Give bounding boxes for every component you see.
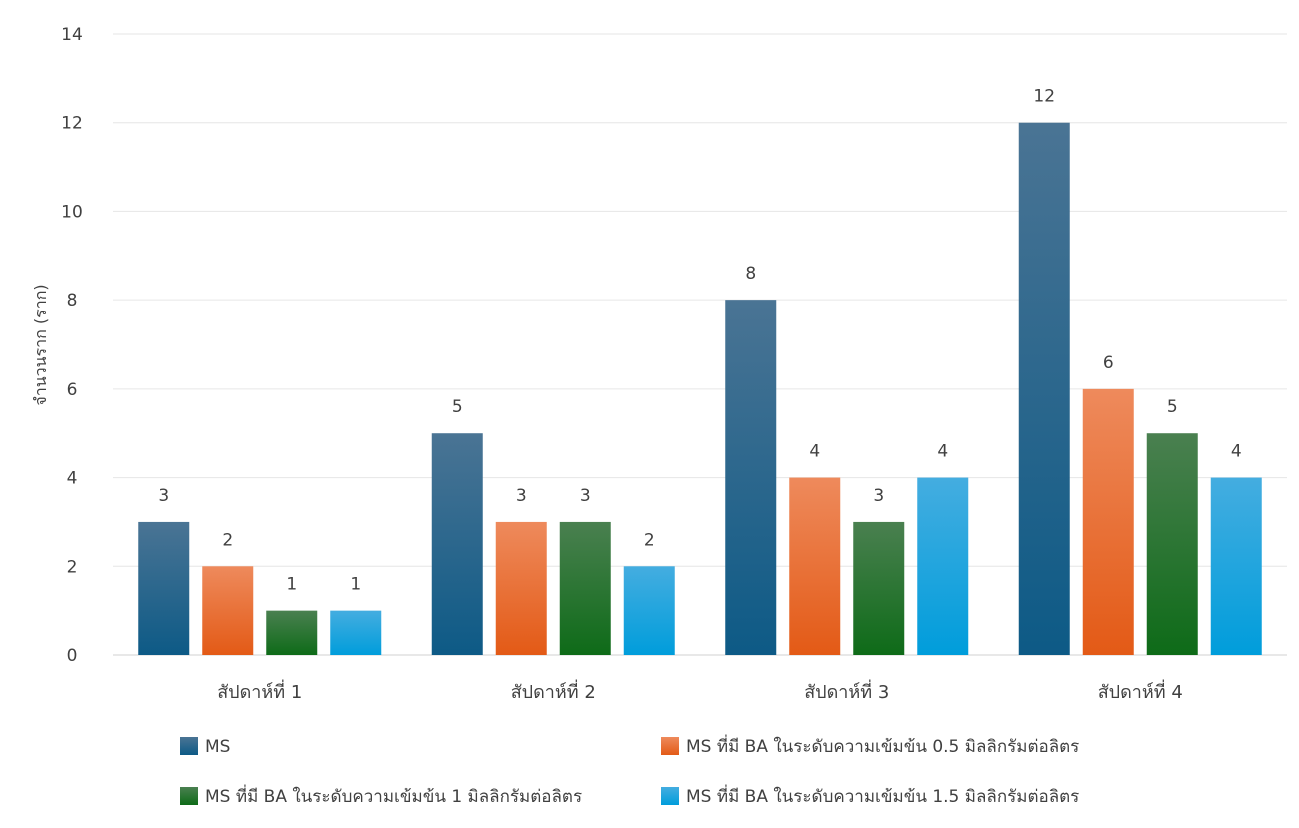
data-label: 8 [745, 264, 756, 284]
bar [202, 566, 254, 655]
bar [853, 521, 905, 655]
x-category-label: สัปดาห์ที่ 3 [804, 679, 889, 703]
bar [725, 300, 777, 655]
y-tick-label: 6 [67, 380, 78, 400]
y-tick-label: 12 [61, 114, 83, 134]
y-axis-title: จำนวนราก (ราก) [31, 284, 50, 405]
data-label: 4 [1231, 442, 1242, 462]
y-axis-ticks: 0 2 4 6 8 10 12 14 [61, 25, 83, 666]
data-labels: 3 2 1 1 5 3 3 2 8 4 3 4 12 6 5 4 [158, 87, 1241, 595]
y-tick-label: 2 [67, 557, 78, 577]
legend-swatch [661, 787, 679, 805]
bar [431, 433, 483, 655]
gridlines [113, 33, 1287, 656]
data-label: 3 [158, 486, 169, 506]
data-label: 3 [873, 486, 884, 506]
y-tick-label: 8 [67, 291, 78, 311]
y-tick-label: 14 [61, 25, 83, 45]
legend: MS MS ที่มี BA ในระดับความเข้มข้น 0.5 มิล… [180, 734, 1079, 807]
legend-swatch [180, 787, 198, 805]
legend-item: MS ที่มี BA ในระดับความเข้มข้น 0.5 มิลลิ… [661, 734, 1079, 757]
bar [1018, 122, 1070, 655]
bar [623, 566, 675, 655]
bar [138, 521, 190, 655]
data-label: 5 [1167, 397, 1178, 417]
legend-item: MS ที่มี BA ในระดับความเข้มข้น 1 มิลลิกร… [180, 784, 582, 807]
legend-label: MS [205, 737, 230, 757]
bars [138, 122, 1262, 655]
x-axis-categories: สัปดาห์ที่ 1 สัปดาห์ที่ 2 สัปดาห์ที่ 3 สัปด… [217, 679, 1183, 703]
bar [917, 477, 969, 655]
data-label: 12 [1033, 87, 1055, 107]
y-tick-label: 0 [67, 646, 78, 666]
legend-item: MS ที่มี BA ในระดับความเข้มข้น 1.5 มิลลิ… [661, 784, 1079, 807]
y-tick-label: 4 [67, 469, 78, 489]
x-category-label: สัปดาห์ที่ 2 [511, 679, 596, 703]
y-tick-label: 10 [61, 202, 83, 222]
bar [495, 521, 547, 655]
data-label: 2 [644, 530, 655, 550]
bar [559, 521, 611, 655]
legend-label: MS ที่มี BA ในระดับความเข้มข้น 1.5 มิลลิ… [686, 784, 1079, 807]
bar [1146, 433, 1198, 655]
data-label: 6 [1103, 353, 1114, 373]
data-label: 5 [452, 397, 463, 417]
data-label: 4 [937, 442, 948, 462]
data-label: 4 [809, 442, 820, 462]
bar [330, 610, 382, 655]
bar [1210, 477, 1262, 655]
legend-label: MS ที่มี BA ในระดับความเข้มข้น 1 มิลลิกร… [205, 784, 582, 807]
data-label: 3 [580, 486, 591, 506]
data-label: 3 [516, 486, 527, 506]
x-category-label: สัปดาห์ที่ 1 [217, 679, 302, 703]
data-label: 2 [222, 530, 233, 550]
legend-swatch [661, 737, 679, 755]
bar [1082, 388, 1134, 655]
data-label: 1 [350, 575, 361, 595]
bar [789, 477, 841, 655]
bar [266, 610, 318, 655]
data-label: 1 [286, 575, 297, 595]
x-category-label: สัปดาห์ที่ 4 [1098, 679, 1183, 703]
legend-item: MS [180, 737, 230, 757]
legend-swatch [180, 737, 198, 755]
legend-label: MS ที่มี BA ในระดับความเข้มข้น 0.5 มิลลิ… [686, 734, 1079, 757]
